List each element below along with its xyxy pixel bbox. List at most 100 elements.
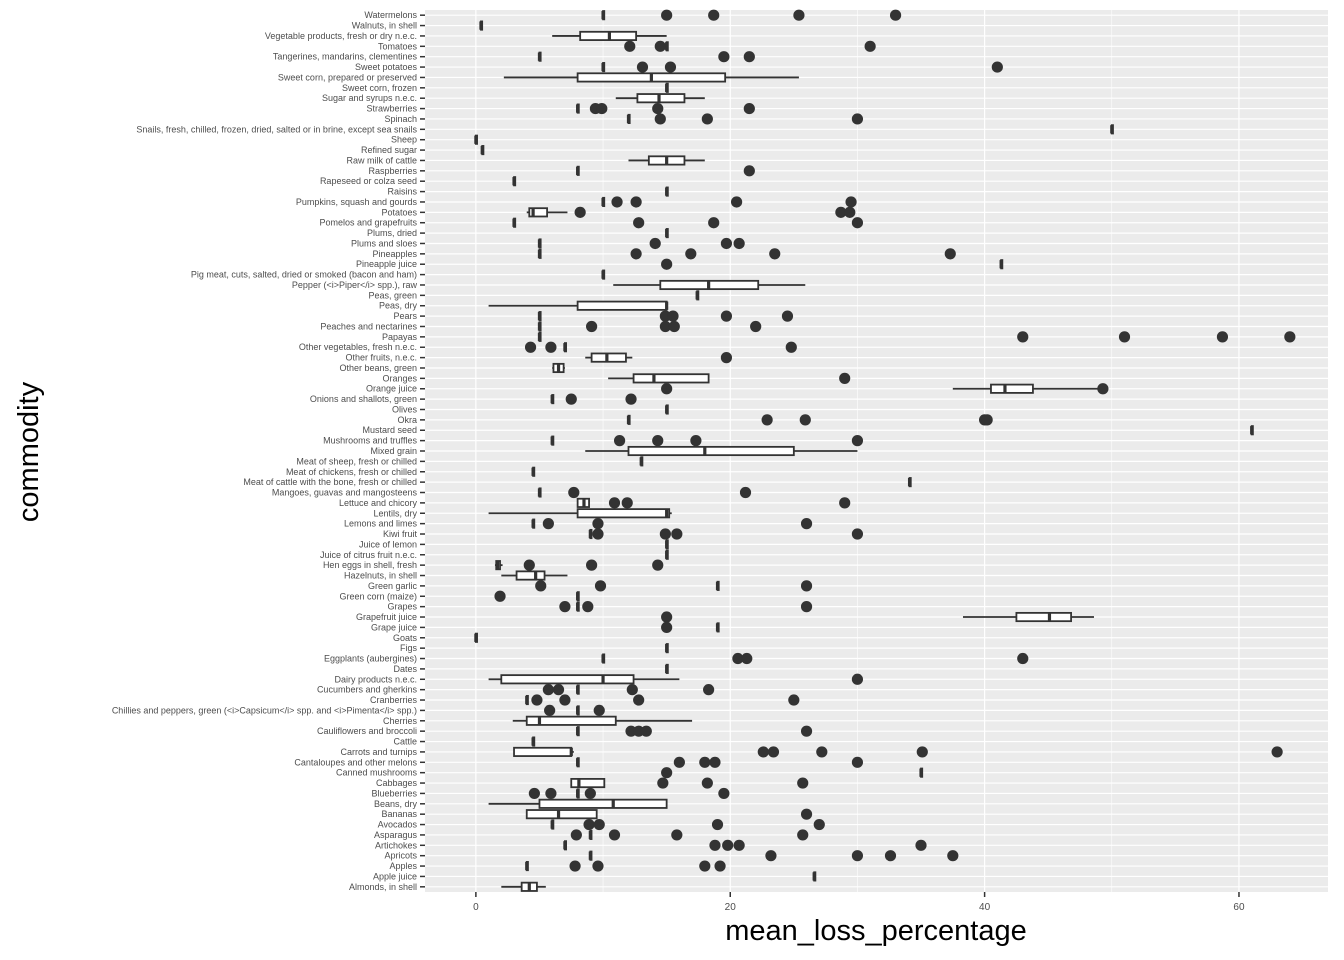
y-tick-label: Cherries (383, 716, 418, 726)
outlier-point (613, 435, 626, 447)
outlier-point (565, 393, 577, 405)
box-22 (537, 238, 542, 249)
box-76 (488, 798, 668, 809)
outlier-point (668, 320, 680, 333)
outlier-point (851, 850, 864, 862)
outlier-point (592, 528, 604, 540)
y-tick-label: Chillies and peppers, green (<i>Capsicum… (112, 705, 417, 715)
y-tick-label: Pineapple juice (356, 259, 417, 269)
box-iqr (576, 300, 668, 311)
box-60 (474, 632, 478, 643)
box-14 (628, 155, 705, 166)
outlier-point (630, 248, 642, 260)
outlier-point (743, 165, 755, 177)
box-66 (525, 694, 529, 706)
box-70 (531, 736, 536, 747)
outlier-point (633, 217, 645, 229)
outlier-point (633, 694, 645, 706)
outlier-point (839, 372, 851, 384)
box-43 (639, 456, 644, 467)
outlier-point (981, 414, 993, 426)
y-axis-title: commodity (13, 381, 45, 522)
outlier-point (652, 102, 664, 115)
box-74 (570, 777, 606, 789)
y-tick-label: Hazelnuts, in shell (344, 571, 417, 581)
outlier-point (657, 777, 669, 789)
y-tick-label: Apple juice (373, 871, 417, 881)
y-tick-label: Lemons and limes (344, 519, 418, 529)
boxes-layer (474, 10, 1254, 892)
outlier-point (494, 590, 506, 602)
box-35 (608, 373, 710, 384)
outlier-point (889, 9, 902, 21)
y-tick-label: Hen eggs in shell, fresh (323, 560, 417, 570)
y-tick-label: Eggplants (aubergines) (324, 654, 417, 664)
box-iqr (576, 508, 671, 519)
outlier-point (851, 113, 864, 125)
outlier-point (851, 528, 864, 540)
y-tick-label: Onions and shallots, green (310, 394, 417, 404)
box-11 (1110, 124, 1114, 135)
outlier-point (611, 196, 623, 208)
outlier-point (732, 652, 744, 665)
outlier-point (813, 818, 825, 831)
outlier-point (800, 580, 813, 592)
outlier-point (781, 310, 794, 322)
y-tick-label: Pears (393, 311, 417, 321)
box-8 (615, 93, 705, 104)
box-iqr (990, 383, 1034, 394)
box-9 (576, 103, 580, 114)
y-tick-label: Watermelons (364, 10, 417, 20)
outlier-point (835, 206, 847, 218)
box-39 (626, 414, 631, 425)
y-tick-label: Sweet corn, frozen (342, 83, 417, 93)
y-tick-label: Snails, fresh, chilled, frozen, dried, s… (136, 124, 417, 134)
y-tick-label: Meat of cattle with the bone, fresh or c… (243, 477, 417, 487)
box-44 (531, 466, 536, 477)
outlier-point (699, 756, 711, 768)
outlier-point (559, 694, 571, 706)
outlier-point (709, 839, 721, 851)
box-iqr (590, 352, 627, 363)
outlier-point (800, 601, 813, 613)
box-77 (525, 809, 598, 820)
y-tick-label: Spinach (384, 114, 417, 124)
outlier-point (851, 217, 864, 229)
outlier-point (531, 694, 543, 706)
box-57 (576, 601, 580, 612)
box-79 (588, 829, 593, 840)
box-iqr (632, 373, 710, 384)
outlier-point (523, 559, 535, 571)
outlier-point (659, 528, 671, 540)
box-27 (695, 290, 700, 301)
y-tick-label: Dairy products n.e.c. (334, 674, 417, 684)
outlier-point (673, 756, 685, 768)
box-iqr (627, 445, 795, 457)
outlier-point (624, 40, 636, 52)
box-71 (513, 746, 574, 757)
y-tick-label: Mangoes, guavas and mangosteens (272, 488, 418, 498)
outlier-point (671, 829, 683, 841)
box-0 (601, 10, 606, 21)
outlier-point (608, 829, 621, 841)
box-52 (665, 549, 669, 560)
outlier-point (1284, 331, 1296, 343)
outlier-point (720, 310, 733, 322)
y-tick-label: Green corn (maize) (339, 591, 417, 601)
outlier-point (916, 746, 928, 758)
box-38 (665, 404, 669, 415)
outlier-point (864, 40, 876, 52)
box-3 (665, 41, 669, 52)
outlier-point (544, 704, 556, 717)
y-tick-label: Juice of lemon (359, 539, 417, 549)
outlier-point (701, 113, 713, 125)
y-tick-label: Potatoes (381, 207, 417, 217)
y-tick-label: Rapeseed or colza seed (320, 176, 417, 186)
y-tick-label: Sweet potatoes (355, 62, 418, 72)
outlier-point (667, 310, 679, 322)
box-48 (488, 508, 672, 519)
outlier-point (714, 860, 726, 872)
box-1 (479, 20, 484, 31)
